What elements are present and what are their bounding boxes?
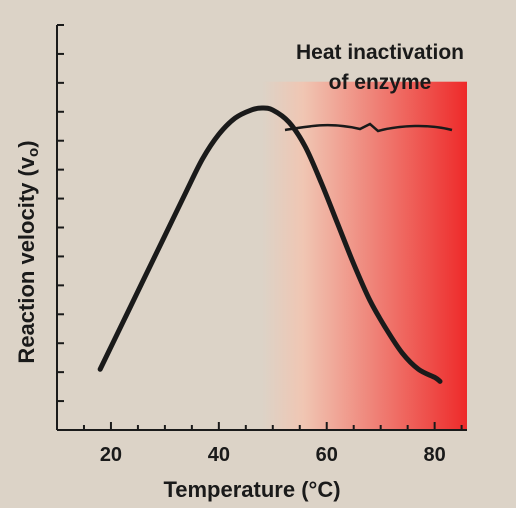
- x-axis: 20 40 60 80: [56, 422, 467, 466]
- annotation-line1: Heat inactivation: [296, 41, 464, 64]
- heat-inactivation-region: [262, 81, 467, 430]
- y-axis-label: Reaction velocity (vo): [14, 140, 42, 363]
- wavy-break-symbol: [284, 122, 453, 133]
- x-tick-label: 80: [424, 444, 446, 466]
- annotation-line2: of enzyme: [329, 71, 432, 94]
- series-line: [97, 105, 443, 384]
- x-tick-label: 40: [208, 444, 230, 466]
- x-axis-label: Temperature (°C): [163, 477, 340, 502]
- y-axis: [56, 24, 64, 431]
- x-tick-label: 20: [100, 444, 122, 466]
- x-tick-label: 60: [316, 444, 338, 466]
